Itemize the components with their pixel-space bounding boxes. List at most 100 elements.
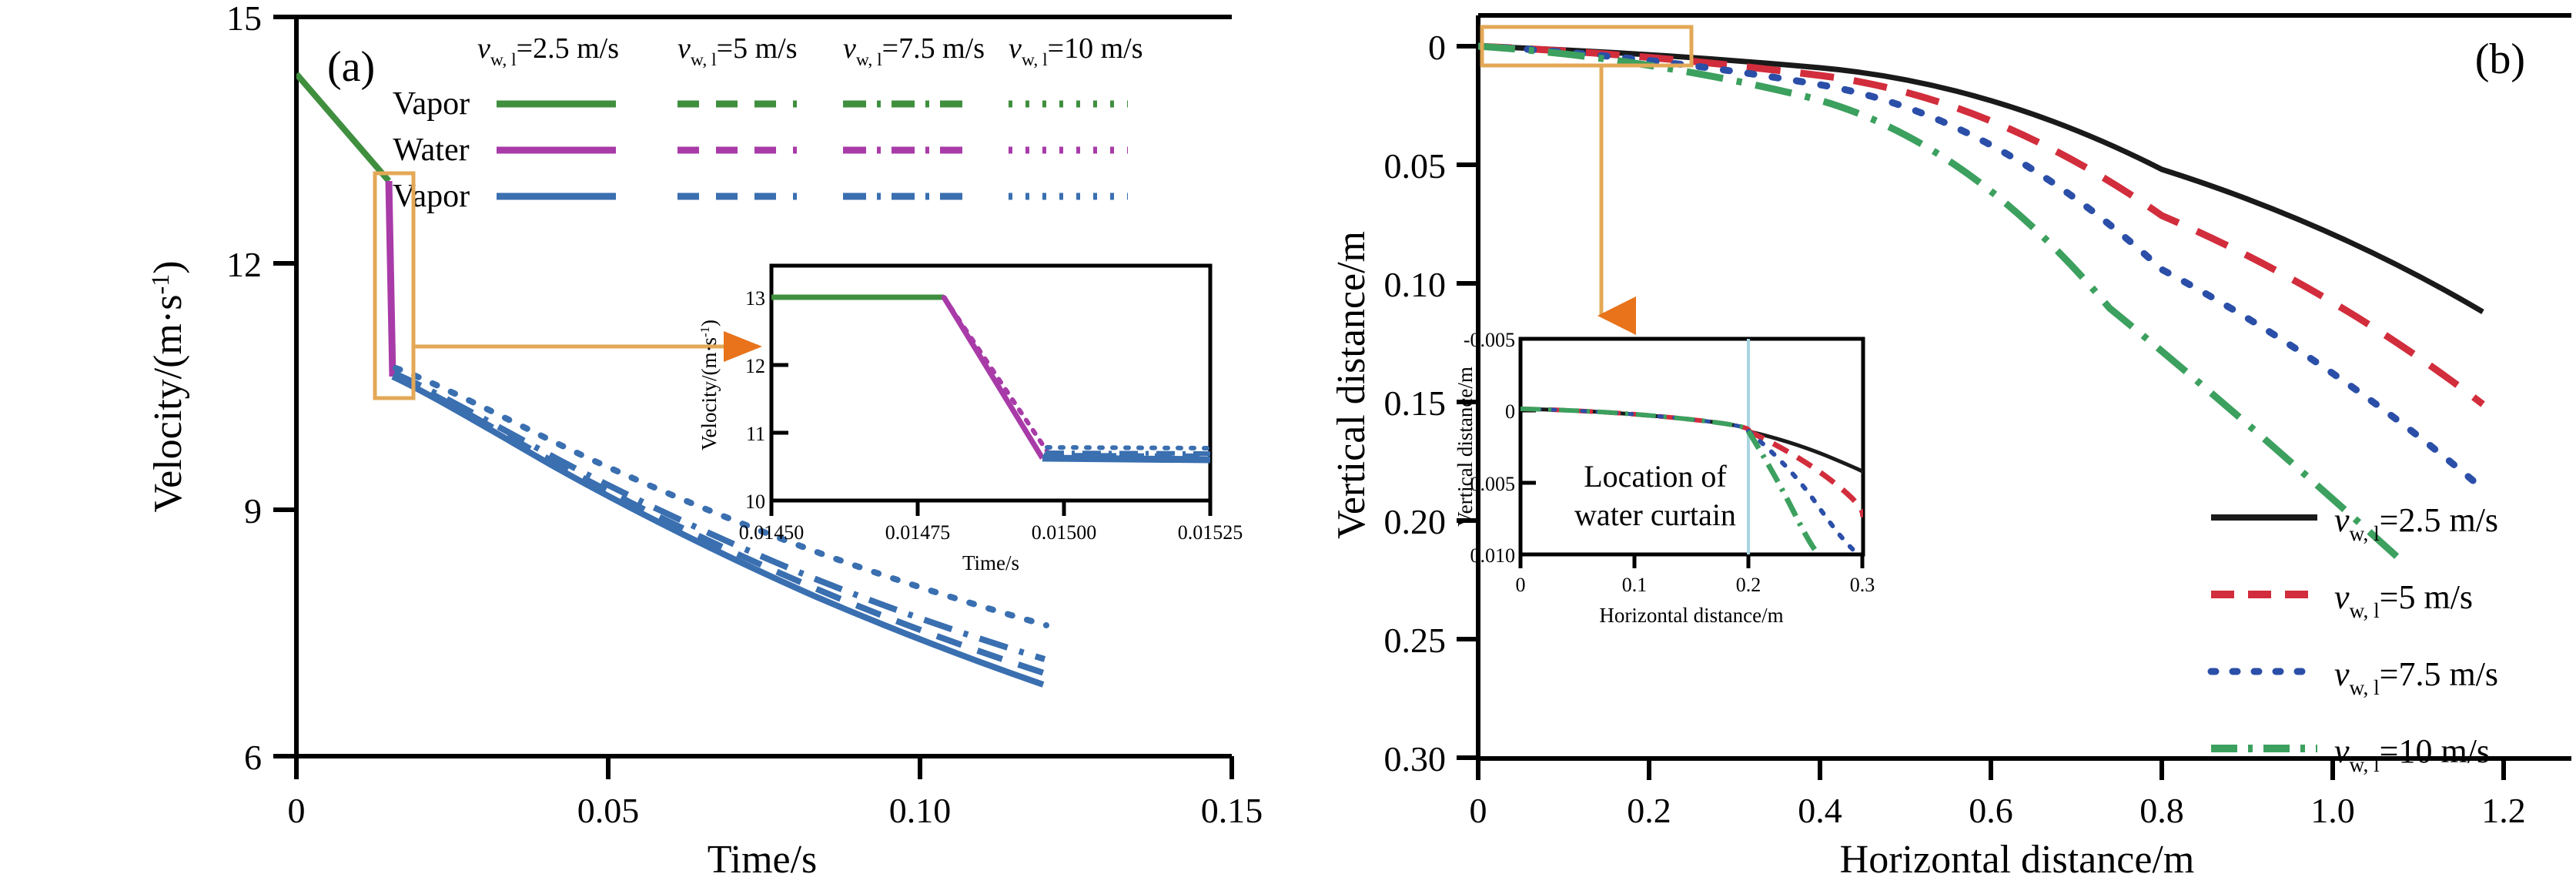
panel-b-xtick-6: 1.2 xyxy=(2481,791,2526,830)
panel-a-inset-ytick-0: 10 xyxy=(745,491,765,513)
panel-b-tag: (b) xyxy=(2475,35,2525,83)
panel-b-inset-xtick-3: 0.3 xyxy=(1850,574,1875,596)
panel-b-legend-label-3: vw, l=10 m/s xyxy=(2334,732,2490,776)
panel-a-curves xyxy=(296,72,1049,688)
panel-b-xtick-0: 0 xyxy=(1470,791,1487,830)
panel-b-inset-annotation-line2: water curtain xyxy=(1574,497,1736,532)
panel-b-xaxis-title: Horizontal distance/m xyxy=(1840,838,2195,882)
panel-a-legend-header-2: vw, l=7.5 m/s xyxy=(843,32,985,70)
inset-b-5 xyxy=(1747,428,1863,518)
panel-b-xtick-3: 0.6 xyxy=(1969,791,2013,830)
inset-a-vapor-blue-dashdot xyxy=(1045,450,1210,456)
panel-b-xtick-1: 0.2 xyxy=(1627,791,1671,830)
panel-a-inset-frame xyxy=(769,263,1213,503)
panel-b-inset-ytick-2: 0.005 xyxy=(1470,473,1516,495)
panel-b-callout-box xyxy=(1480,25,1694,68)
inset-a-vapor-blue-dashed xyxy=(1043,453,1210,458)
inset-a-vapor-blue-dotted xyxy=(1045,445,1210,450)
panel-a-legend-label-0: Vapor xyxy=(393,86,470,122)
panel-a-tag: (a) xyxy=(327,43,375,91)
panel-a-ytick-2: 12 xyxy=(226,245,262,284)
panel-a-xtick-0: 0 xyxy=(288,791,306,830)
panel-b-x-ticks xyxy=(1476,758,2506,780)
panel-b-ytick-3: 0.15 xyxy=(1384,383,1447,423)
panel-b-inset-xtick-2: 0.2 xyxy=(1736,574,1761,596)
panel-a-legend-header-3: vw, l=10 m/s xyxy=(1009,32,1143,70)
panel-b-legend-label-2: vw, l=7.5 m/s xyxy=(2334,655,2498,699)
panel-a-inset-xtick-0: 0.01450 xyxy=(739,521,805,544)
panel-a-inset-ytick-1: 11 xyxy=(746,423,765,445)
panel-a-xtick-2: 0.10 xyxy=(889,791,952,830)
panel-b-xtick-4: 0.8 xyxy=(2139,791,2184,830)
panel-a-yaxis-title: Velocity/(m·s-1) xyxy=(146,260,190,512)
panel-b-callout xyxy=(1480,25,1694,335)
panel-a-yaxis-part2: s xyxy=(146,295,190,310)
inset-b-10-shared xyxy=(1521,407,1751,434)
panel-b-legend-label-0: vw, l=2.5 m/s xyxy=(2334,501,2498,545)
panel-b-xtick-2: 0.4 xyxy=(1798,791,1842,830)
panel-b: 0 0.05 0.10 0.15 0.20 0.25 0.30 0 0.2 0.… xyxy=(1293,0,2576,884)
panel-b-inset-xtick-0: 0 xyxy=(1516,574,1526,596)
inset-b-7p5 xyxy=(1746,429,1859,554)
curve-a-vapor-blue-dashed xyxy=(392,372,1045,676)
panel-a-inset-ytick-3: 13 xyxy=(745,287,765,310)
panel-a-ytick-0: 6 xyxy=(244,738,262,777)
panel-a: 6 9 12 15 0 0.05 0.10 0.15 Time/s Veloci… xyxy=(146,0,1263,882)
panel-b-ytick-5: 0.25 xyxy=(1384,621,1447,660)
panel-b-inset: -0.005 0 0.005 0.010 0 0.1 0.2 0.3 Horiz… xyxy=(1454,329,1875,627)
panel-a-axes xyxy=(294,15,1232,758)
panel-a-inset-xtick-2: 0.01500 xyxy=(1032,521,1097,544)
panel-a-callout xyxy=(373,171,762,400)
panel-a-x-ticks xyxy=(294,756,1234,779)
panel-b-ytick-6: 0.30 xyxy=(1384,739,1447,779)
panel-b-legend-label-1: vw, l=5 m/s xyxy=(2334,578,2473,622)
panel-a-legend-label-2: Vapor xyxy=(393,179,470,214)
panel-b-inset-yaxis-title: Vertical distance/m xyxy=(1454,367,1477,527)
curve-a-vapor-blue-dotted xyxy=(393,365,1049,628)
panel-b-yaxis-title: Vertical distance/m xyxy=(1330,231,1373,539)
panel-a-legend-header-1: vw, l=5 m/s xyxy=(677,32,798,70)
panel-a-legend-label-1: Water xyxy=(393,132,469,168)
panel-b-ytick-1: 0.05 xyxy=(1384,146,1447,186)
panel-a-xtick-3: 0.15 xyxy=(1201,791,1263,830)
panel-b-inset-xtick-1: 0.1 xyxy=(1622,574,1648,596)
panel-b-axes xyxy=(1476,13,2571,761)
inset-a-vapor-blue-solid xyxy=(1042,454,1210,464)
panel-b-inset-ytick-3: 0.010 xyxy=(1470,544,1516,567)
panel-a-y-ticks xyxy=(273,15,296,758)
curve-b-7p5 xyxy=(1478,42,2487,493)
panel-a-callout-box xyxy=(373,171,416,400)
panel-b-svg: 0 0.05 0.10 0.15 0.20 0.25 0.30 0 0.2 0.… xyxy=(1330,13,2571,882)
panel-a-xtick-1: 0.05 xyxy=(577,791,640,830)
inset-b-10 xyxy=(1746,430,1822,554)
panel-a-xaxis-title: Time/s xyxy=(708,838,818,882)
panel-b-inset-annotation-line1: Location of xyxy=(1584,459,1727,494)
panel-b-xtick-5: 1.0 xyxy=(2310,791,2355,830)
panel-a-legend: vw, l=2.5 m/s vw, l=5 m/s vw, l=7.5 m/s … xyxy=(393,32,1143,214)
inset-a-water-purple xyxy=(942,296,1045,460)
panel-b-ytick-0: 0 xyxy=(1428,28,1446,67)
panel-b-inset-ytick-0: -0.005 xyxy=(1464,329,1515,351)
panel-b-inset-xaxis-title: Horizontal distance/m xyxy=(1599,604,1783,627)
panel-b-ytick-4: 0.20 xyxy=(1384,502,1447,541)
panel-a-svg: 6 9 12 15 0 0.05 0.10 0.15 Time/s Veloci… xyxy=(146,0,1263,882)
panel-a-yaxis-sup: -1 xyxy=(146,274,174,295)
panel-b-y-ticks xyxy=(1457,44,1478,760)
curve-a-vapor-green xyxy=(296,72,392,183)
panel-b-ytick-2: 0.10 xyxy=(1384,265,1447,304)
panel-b-inset-ytick-1: 0 xyxy=(1505,400,1515,423)
curve-a-vapor-blue-dashdot xyxy=(393,370,1046,662)
curve-a-water-purple xyxy=(385,180,396,377)
panel-a-inset: 10 11 12 13 0.01450 0.01475 0.01500 0.01… xyxy=(698,263,1243,574)
panel-a-ytick-1: 9 xyxy=(244,491,262,531)
panel-a-inset-yaxis-title: Velocity/(m·s-1) xyxy=(698,320,721,450)
panel-a-yaxis-part1: Velocity/(m xyxy=(146,323,190,513)
panel-a-inset-xtick-1: 0.01475 xyxy=(885,521,951,544)
panel-b-legend: vw, l=2.5 m/s vw, l=5 m/s vw, l=7.5 m/s … xyxy=(2207,501,2498,776)
panel-a-inset-xaxis-title: Time/s xyxy=(962,551,1019,574)
panel-a-inset-xtick-3: 0.01525 xyxy=(1178,521,1243,544)
panel-a-inset-ytick-2: 12 xyxy=(745,355,765,377)
panel-a-ytick-3: 15 xyxy=(226,0,262,38)
panel-a-legend-header-0: vw, l=2.5 m/s xyxy=(477,32,619,70)
